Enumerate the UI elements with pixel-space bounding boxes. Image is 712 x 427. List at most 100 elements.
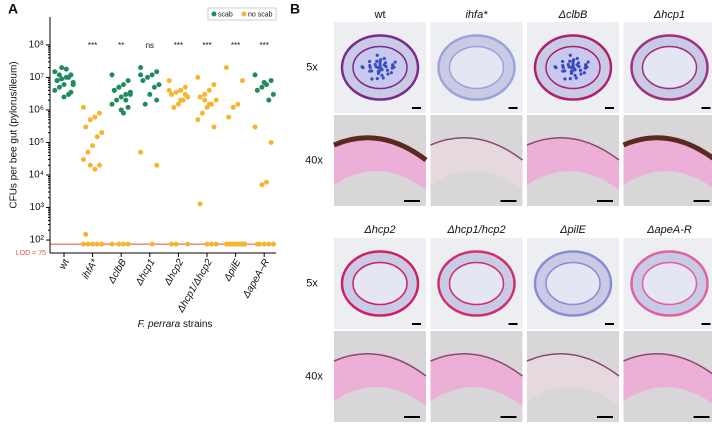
data-point <box>178 97 184 103</box>
strain-label: Δhcp1/hcp2 <box>446 224 505 236</box>
data-point <box>195 74 201 80</box>
scale-bar <box>605 323 614 325</box>
x-axis-label-italic: F. perrara <box>138 319 181 330</box>
scale-bar <box>693 416 710 418</box>
legend-label: scab <box>218 11 233 18</box>
scale-bar <box>412 107 421 109</box>
data-point <box>125 104 131 110</box>
bacteria-dot <box>582 71 587 75</box>
strain-label: ΔapeA-R <box>646 224 692 236</box>
data-point <box>123 97 129 103</box>
bacteria-dot <box>368 69 372 73</box>
data-point <box>202 97 208 103</box>
data-point <box>92 166 98 172</box>
data-point <box>199 110 205 116</box>
strain-label: Δhcp1 <box>653 9 685 21</box>
magnification-label: 5x <box>306 277 318 289</box>
bacteria-dot <box>360 65 364 69</box>
bacteria-dot <box>381 76 385 80</box>
legend-marker <box>241 11 247 17</box>
bacteria-dot <box>585 65 589 69</box>
significance-label: ** <box>118 41 124 50</box>
data-point <box>240 78 245 84</box>
bacteria-dot <box>373 62 377 67</box>
bacteria-dot <box>393 60 397 64</box>
strain-label: ΔpilE <box>559 224 586 236</box>
data-point <box>90 143 96 149</box>
epithelium-edge <box>333 135 428 162</box>
data-point <box>213 97 219 103</box>
strain-label: Δhcp2 <box>363 224 395 236</box>
bacteria-dot <box>577 65 581 69</box>
x-tick-label: Δhcp1 <box>133 257 157 288</box>
data-point <box>125 241 131 247</box>
tissue-band <box>527 137 619 190</box>
bacteria-dot <box>386 72 390 76</box>
x-tick-label: ΔapeA–R <box>241 257 272 300</box>
bacteria-dot <box>561 59 565 64</box>
data-point <box>195 117 201 123</box>
epithelium-edge <box>430 136 523 161</box>
data-point <box>118 107 124 113</box>
data-point <box>121 82 126 88</box>
data-point <box>54 78 60 84</box>
bacteria-dot <box>561 69 565 73</box>
x-tick-label: wt <box>57 257 72 272</box>
significance-label: *** <box>174 41 183 50</box>
strain-label: ΔclbB <box>558 9 588 21</box>
data-point <box>230 104 236 110</box>
data-point <box>175 101 181 107</box>
y-tick-label: 10⁵ <box>29 137 44 148</box>
y-tick-label: 10⁷ <box>29 72 44 83</box>
data-point <box>149 241 155 247</box>
scale-bar <box>701 323 711 325</box>
epithelium-edge <box>622 135 712 161</box>
data-point <box>149 72 155 78</box>
data-point <box>85 149 91 155</box>
lumen <box>448 261 505 306</box>
data-point <box>252 124 258 130</box>
lumen <box>352 261 408 306</box>
data-point <box>261 79 267 85</box>
data-point <box>56 84 62 90</box>
data-point <box>61 94 67 100</box>
data-point <box>166 78 172 84</box>
data-point <box>169 91 174 97</box>
bacteria-dot <box>586 60 590 64</box>
bacteria-dot <box>380 73 384 77</box>
bacteria-dot <box>566 62 570 67</box>
bacteria-dot <box>563 77 567 81</box>
data-point <box>116 84 122 90</box>
data-point <box>204 241 210 247</box>
data-point <box>109 72 115 78</box>
magnification-label: 5x <box>306 61 318 73</box>
data-point <box>206 101 212 107</box>
data-point <box>80 241 86 247</box>
bacteria-dot <box>368 59 372 64</box>
tissue-band <box>527 353 619 406</box>
data-point <box>223 65 229 71</box>
significance-label: *** <box>260 41 269 50</box>
y-tick-label: 10⁸ <box>29 40 44 51</box>
scale-bar <box>500 200 517 202</box>
data-point <box>56 72 62 78</box>
data-point <box>237 241 243 247</box>
data-point <box>94 134 100 140</box>
scale-bar <box>508 107 518 109</box>
lumen <box>545 261 601 306</box>
data-point <box>154 69 160 75</box>
tissue-band <box>623 353 712 404</box>
data-point <box>226 114 232 120</box>
data-point <box>261 241 267 247</box>
data-point <box>111 87 117 93</box>
data-point <box>257 241 263 247</box>
x-axis-label: F. perrara strains <box>138 319 213 330</box>
data-point <box>59 76 65 82</box>
bacteria-dot <box>368 64 372 68</box>
data-point <box>147 91 153 97</box>
data-point <box>197 94 203 100</box>
data-point <box>254 87 260 93</box>
y-tick-label: 10³ <box>30 202 45 213</box>
data-point <box>178 87 184 93</box>
